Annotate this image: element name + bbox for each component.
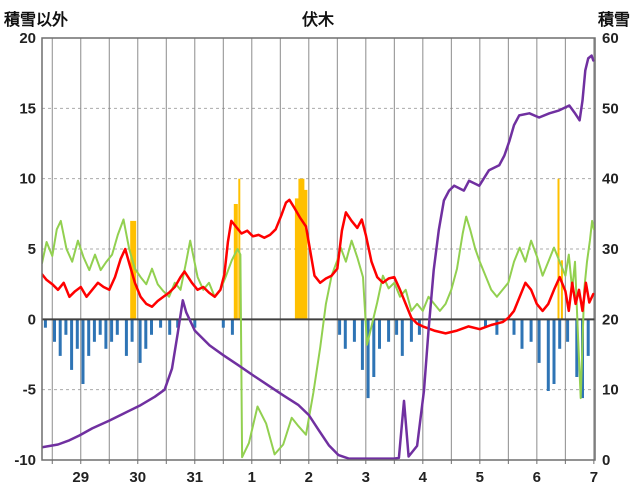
- blue-bars-bar: [372, 319, 376, 377]
- orange-bars-bar: [130, 220, 137, 320]
- blue-bars-bar: [378, 319, 381, 349]
- orange-bars-bar: [560, 260, 563, 320]
- y-left-tick-label: -5: [23, 382, 36, 399]
- blue-bars-bar: [484, 319, 487, 328]
- blue-bars-bar: [546, 319, 550, 391]
- x-tick-label: 3: [362, 469, 370, 486]
- orange-bars-bar: [294, 198, 300, 320]
- blue-bars-bar: [400, 319, 404, 356]
- red-line: [42, 198, 595, 335]
- blue-bars-bar: [586, 319, 590, 356]
- blue-bars-bar: [176, 319, 180, 328]
- blue-bars-bar: [409, 319, 413, 342]
- blue-bars-bar: [150, 319, 153, 335]
- blue-bars-bar: [221, 319, 225, 328]
- x-tick-label: 1: [248, 469, 256, 486]
- x-tick-label: 7: [590, 469, 598, 486]
- blue-bars-bar: [512, 319, 516, 335]
- y-left-tick-label: 5: [28, 241, 36, 258]
- blue-bars-bar: [529, 319, 533, 342]
- blue-bars-bar: [159, 319, 163, 328]
- blue-bars-bar: [43, 319, 47, 328]
- y-right-tick-label: 0: [602, 452, 610, 469]
- blue-bars-bar: [81, 319, 85, 384]
- blue-bars-bar: [552, 319, 556, 384]
- blue-bars-bar: [387, 319, 391, 342]
- y-right-tick-label: 30: [602, 241, 619, 258]
- x-tick-label: 4: [419, 469, 428, 486]
- x-tick-label: 29: [72, 469, 89, 486]
- blue-bars-bar: [338, 319, 342, 335]
- blue-bars-bar: [343, 319, 347, 349]
- blue-bars-bar: [558, 319, 562, 349]
- chart-title: 伏木: [301, 12, 334, 29]
- blue-bars-bar: [520, 319, 524, 349]
- blue-bars-bar: [395, 319, 399, 335]
- blue-bars-bar: [360, 319, 364, 370]
- blue-bars-bar: [70, 319, 74, 370]
- orange-bars-bar: [238, 178, 241, 320]
- blue-bars-bar: [352, 319, 356, 342]
- x-tick-label: 31: [186, 469, 203, 486]
- blue-bars-bar: [58, 319, 62, 356]
- blue-bars-bar: [230, 319, 234, 335]
- plot-area: [42, 54, 595, 460]
- blue-bars-bar: [87, 319, 91, 356]
- blue-bars-bar: [575, 319, 579, 377]
- y-left-tick-label: 20: [19, 30, 36, 47]
- blue-bars-bar: [124, 319, 128, 356]
- blue-bars: [43, 319, 590, 399]
- blue-bars-bar: [193, 319, 197, 328]
- y-right-tick-label: 40: [602, 171, 619, 188]
- snow-depth-purple-line: [42, 54, 595, 460]
- blue-bars-bar: [104, 319, 108, 349]
- blue-bars-bar: [130, 319, 134, 342]
- x-tick-label: 2: [305, 469, 313, 486]
- y-right-tick-label: 50: [602, 100, 619, 117]
- y-right-tick-label: 20: [602, 311, 619, 328]
- blue-bars-bar: [366, 319, 370, 399]
- orange-bars-bar: [557, 178, 560, 320]
- y-left-tick-label: 0: [28, 311, 36, 328]
- x-tick-label: 30: [129, 469, 146, 486]
- y-right-tick-label: 10: [602, 382, 619, 399]
- y-left-tick-label: 15: [19, 100, 36, 117]
- blue-bars-bar: [115, 319, 119, 335]
- blue-bars-bar: [53, 319, 56, 342]
- blue-bars-bar: [566, 319, 570, 342]
- y-left-tick-label: -10: [14, 452, 36, 469]
- y-left-tick-label: 10: [19, 171, 36, 188]
- plot-border: [41, 37, 596, 461]
- blue-bars-bar: [495, 319, 499, 335]
- orange-bars-bar: [298, 178, 305, 320]
- blue-bars-bar: [110, 319, 114, 342]
- blue-bars-bar: [537, 319, 541, 363]
- blue-bars-bar: [138, 319, 142, 363]
- blue-bars-bar: [98, 319, 102, 335]
- x-tick-label: 6: [533, 469, 541, 486]
- blue-bars-bar: [75, 319, 79, 349]
- blue-bars-bar: [92, 319, 96, 342]
- right-axis-title: 積雪: [597, 12, 630, 29]
- orange-bars-bar: [303, 189, 308, 320]
- left-axis-title: 積雪以外: [4, 12, 69, 29]
- blue-bars-bar: [64, 319, 68, 335]
- blue-bars-bar: [417, 319, 421, 335]
- orange-bars-bar: [233, 204, 238, 320]
- y-right-tick-label: 60: [602, 30, 619, 47]
- x-tick-label: 5: [476, 469, 484, 486]
- blue-bars-bar: [144, 319, 148, 349]
- blue-bars-bar: [168, 319, 172, 335]
- orange-bars: [130, 178, 563, 320]
